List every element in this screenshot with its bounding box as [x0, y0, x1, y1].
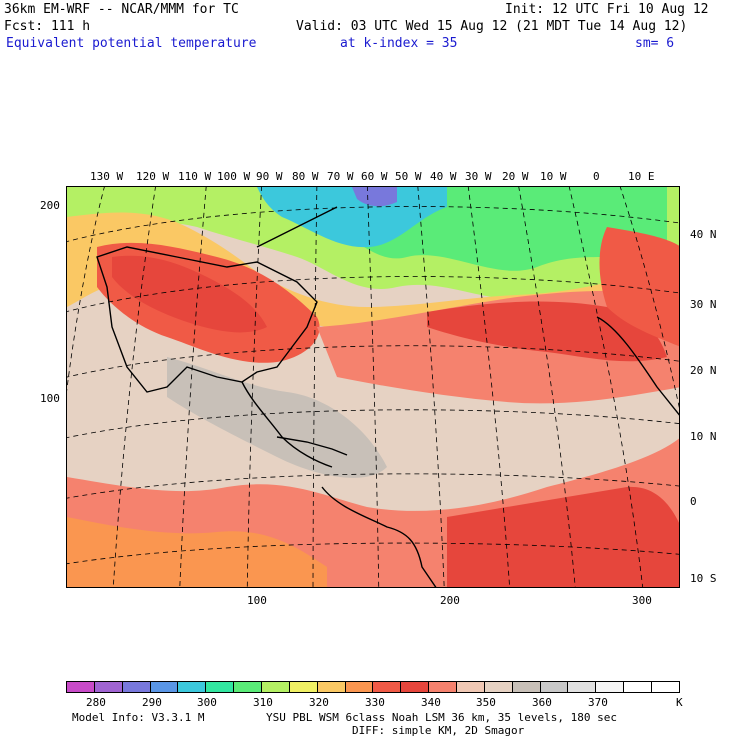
colorbar-swatch: [596, 682, 625, 692]
grid-x-label: 200: [440, 594, 460, 607]
lon-label: 100 W: [217, 170, 251, 183]
colorbar-swatch: [540, 682, 569, 692]
colorbar-tick: 290: [142, 696, 162, 709]
colorbar-tick: 360: [532, 696, 552, 709]
colorbar-tick: 300: [197, 696, 217, 709]
pacific-warm: [67, 517, 327, 587]
grid-x-label: 300: [632, 594, 652, 607]
caribbean-cool: [167, 357, 387, 478]
cold-core: [257, 187, 447, 248]
colorbar-swatch: [122, 682, 151, 692]
lon-label: 10 E: [628, 170, 655, 183]
colorbar-swatch: [568, 682, 597, 692]
diffusion-info: DIFF: simple KM, 2D Smagor: [352, 724, 525, 737]
colorbar-swatch: [234, 682, 263, 692]
colorbar-tick: 320: [309, 696, 329, 709]
lat-label: 30 N: [690, 298, 717, 311]
lon-label: 90 W: [256, 170, 283, 183]
colorbar-swatch: [512, 682, 541, 692]
lat-label: 10 S: [690, 572, 717, 585]
coastlines: [96, 206, 679, 587]
lon-label: 130 W: [90, 170, 124, 183]
colorbar-swatch: [67, 682, 95, 692]
africa-hot: [447, 486, 679, 587]
colorbar-tick: 310: [253, 696, 273, 709]
colorbar: [66, 681, 680, 693]
colorbar-swatch: [94, 682, 123, 692]
field-name: Equivalent potential temperature: [6, 36, 257, 51]
lon-label: 50 W: [395, 170, 422, 183]
graticule: [67, 187, 679, 587]
colorbar-swatch: [178, 682, 207, 692]
coldest-core: [352, 187, 397, 207]
lat-label: 20 N: [690, 364, 717, 377]
lon-label: 120 W: [136, 170, 170, 183]
colorbar-tick: 370: [588, 696, 608, 709]
colorbar-tick: 340: [421, 696, 441, 709]
colorbar-swatch: [484, 682, 513, 692]
valid-time: Valid: 03 UTC Wed 15 Aug 12 (21 MDT Tue …: [296, 19, 688, 34]
lat-label: 10 N: [690, 430, 717, 443]
init-time: Init: 12 UTC Fri 10 Aug 12: [505, 2, 709, 17]
lon-label: 110 W: [178, 170, 212, 183]
lon-label: 60 W: [361, 170, 388, 183]
colorbar-swatch: [429, 682, 458, 692]
lat-label: 0: [690, 495, 697, 508]
model-info: Model Info: V3.3.1 M: [72, 711, 205, 724]
colorbar-swatch: [373, 682, 402, 692]
us-hot-core: [112, 255, 267, 333]
colorbar-tick: 280: [86, 696, 106, 709]
theta-e-map: [67, 187, 679, 587]
level-info: at k-index = 35: [340, 36, 458, 51]
colorbar-swatch: [624, 682, 653, 692]
colorbar-unit: K: [676, 696, 683, 709]
lon-label: 0: [593, 170, 600, 183]
grid-y-label: 100: [40, 392, 60, 405]
europe-hot: [599, 227, 679, 347]
lon-label: 80 W: [292, 170, 319, 183]
lon-label: 70 W: [327, 170, 354, 183]
colorbar-swatch: [289, 682, 318, 692]
colorbar-swatch: [206, 682, 235, 692]
model-title: 36km EM-WRF -- NCAR/MMM for TC: [4, 2, 239, 17]
colorbar-tick: 350: [476, 696, 496, 709]
atlantic-hot: [427, 301, 667, 362]
colorbar-tick: 330: [365, 696, 385, 709]
colorbar-swatch: [317, 682, 346, 692]
lon-label: 30 W: [465, 170, 492, 183]
forecast-hour: Fcst: 111 h: [4, 19, 91, 34]
map-panel: [66, 186, 680, 588]
colorbar-swatch: [262, 682, 290, 692]
physics-info: YSU PBL WSM 6class Noah LSM 36 km, 35 le…: [266, 711, 617, 724]
colorbar-swatch: [150, 682, 179, 692]
smoothing-info: sm= 6: [635, 36, 675, 51]
colorbar-swatch: [457, 682, 485, 692]
colorbar-swatch: [652, 682, 679, 692]
lat-label: 40 N: [690, 228, 717, 241]
lon-label: 10 W: [540, 170, 567, 183]
colorbar-swatch: [345, 682, 374, 692]
grid-y-label: 200: [40, 199, 60, 212]
colorbar-swatch: [401, 682, 430, 692]
lon-label: 20 W: [502, 170, 529, 183]
grid-x-label: 100: [247, 594, 267, 607]
lon-label: 40 W: [430, 170, 457, 183]
